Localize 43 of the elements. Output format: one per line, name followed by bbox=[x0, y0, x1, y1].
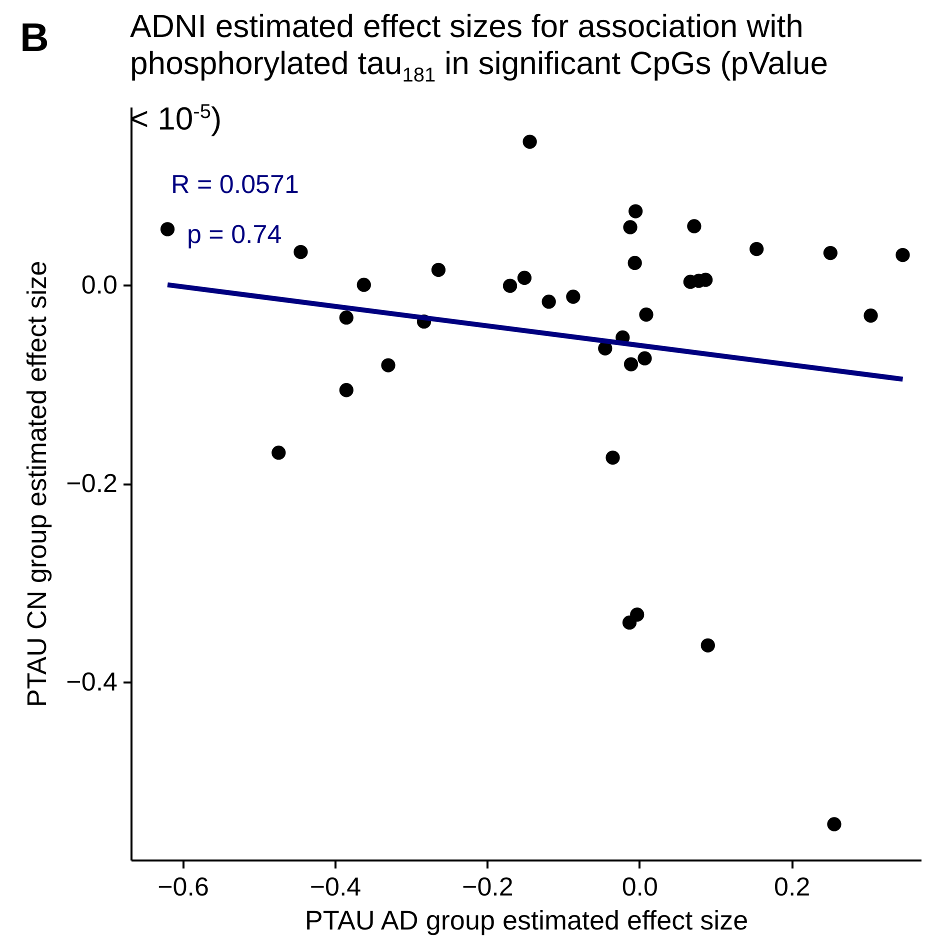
point bbox=[628, 256, 642, 270]
point bbox=[356, 278, 371, 292]
point bbox=[827, 817, 842, 832]
text: B bbox=[20, 16, 49, 61]
point bbox=[431, 262, 446, 277]
y-tick-label: 0.0 bbox=[81, 269, 118, 300]
x-tick-label: −0.4 bbox=[310, 872, 362, 902]
point bbox=[160, 222, 175, 236]
point bbox=[896, 248, 910, 262]
x-tick-label: −0.2 bbox=[462, 872, 514, 902]
annotation: R = 0.0571 bbox=[171, 169, 299, 199]
point bbox=[638, 351, 652, 366]
point bbox=[339, 383, 354, 398]
point bbox=[272, 446, 286, 460]
x-tick-label: −0.6 bbox=[158, 872, 209, 902]
point bbox=[522, 134, 537, 149]
point bbox=[294, 244, 308, 260]
point bbox=[750, 242, 764, 256]
y-tick-label: −0.2 bbox=[66, 468, 118, 498]
point bbox=[339, 310, 354, 325]
chart-title: ADNI estimated effect sizes for association with phosphorylated tau$_{181}$ in significant CpGs (pValue < 10$^{-5}$) bbox=[130, 8, 828, 138]
y-tick-label: −0.4 bbox=[66, 666, 118, 697]
point bbox=[542, 294, 556, 309]
y-axis-title: PTAU CN group estimated effect size bbox=[22, 260, 52, 708]
point bbox=[624, 357, 638, 372]
point bbox=[700, 638, 715, 652]
point bbox=[517, 270, 532, 285]
point bbox=[566, 290, 580, 304]
point bbox=[623, 220, 638, 234]
x-tick-label: 0.0 bbox=[622, 872, 658, 902]
point bbox=[622, 616, 637, 630]
point bbox=[598, 341, 612, 356]
point bbox=[381, 358, 396, 372]
annotation: p = 0.74 bbox=[187, 219, 282, 249]
point bbox=[864, 308, 878, 323]
point bbox=[628, 204, 643, 218]
point bbox=[606, 450, 620, 465]
x-tick-label: 0.2 bbox=[774, 872, 810, 902]
point bbox=[639, 308, 654, 322]
point bbox=[823, 246, 838, 260]
point bbox=[502, 278, 518, 293]
x-axis-title: PTAU AD group estimated effect size bbox=[304, 906, 748, 936]
point bbox=[687, 219, 702, 234]
